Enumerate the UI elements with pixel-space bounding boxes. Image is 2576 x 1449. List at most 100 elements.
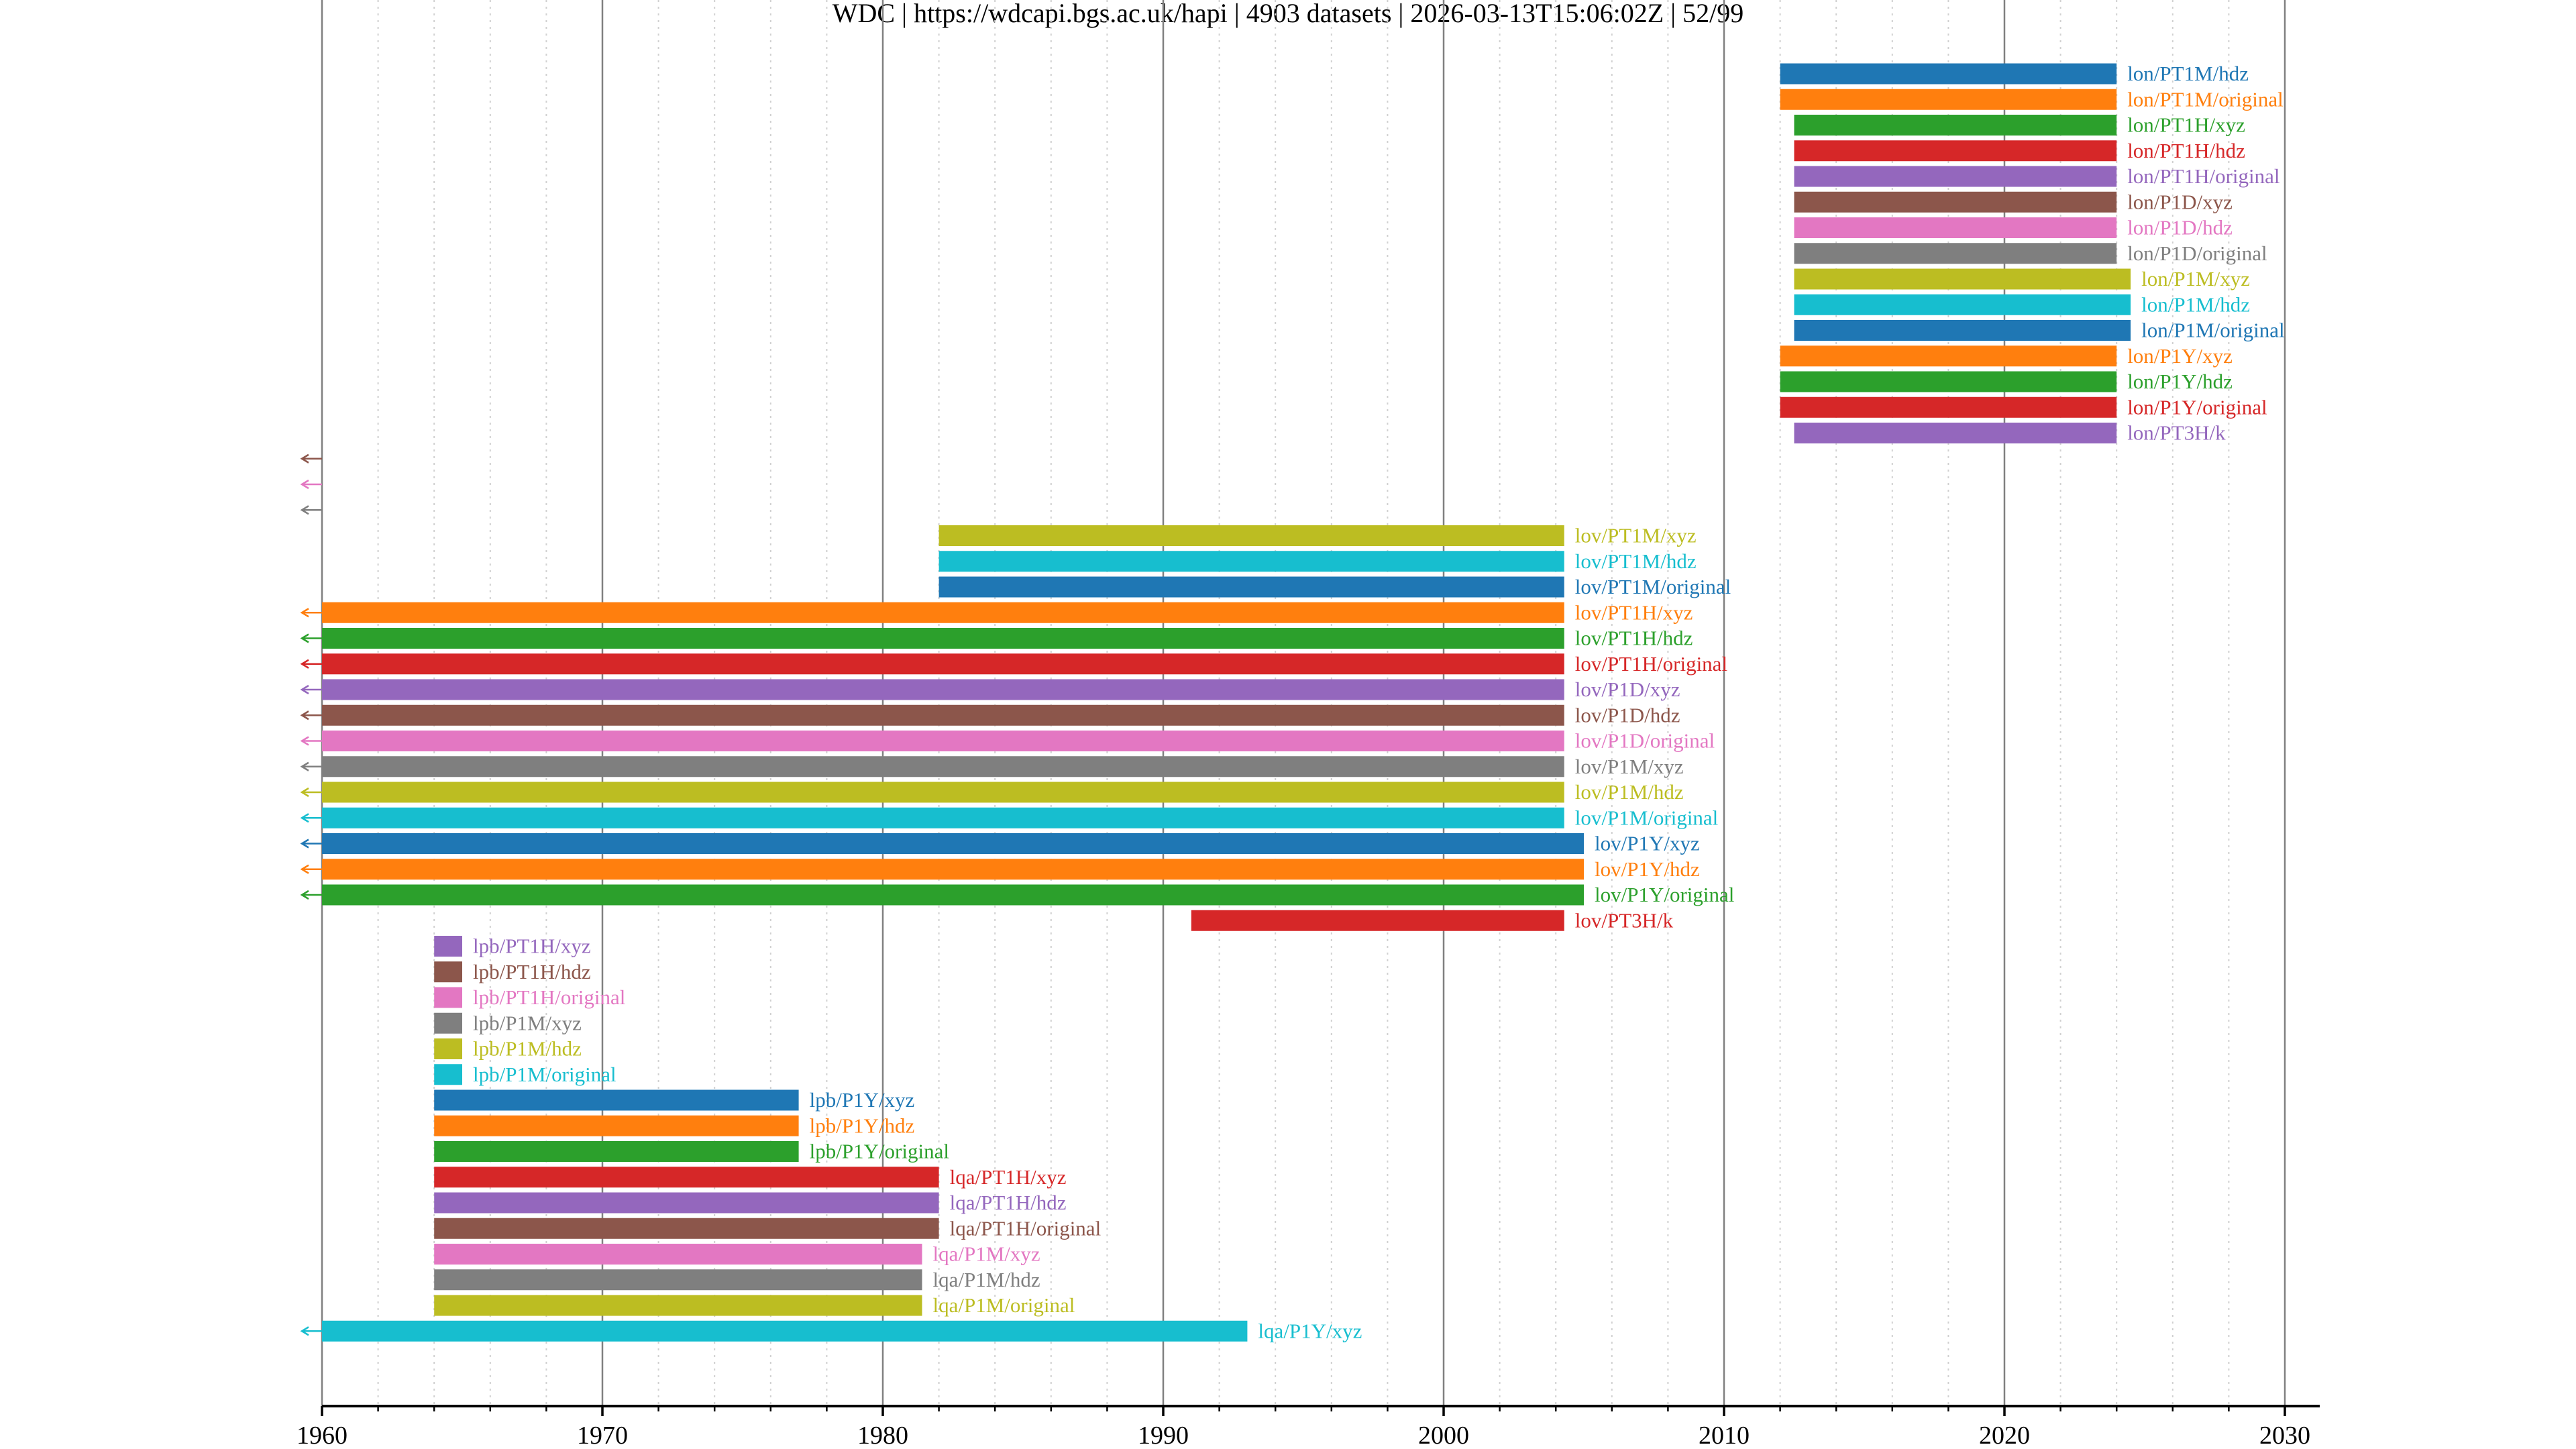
dataset-bar[interactable] bbox=[434, 1295, 922, 1316]
dataset-bar[interactable] bbox=[322, 756, 1564, 777]
dataset-bar[interactable] bbox=[434, 1012, 462, 1034]
dataset-bar[interactable] bbox=[322, 602, 1564, 623]
dataset-row: lov/P1D/xyz bbox=[300, 678, 1680, 701]
dataset-label: lqa/P1M/original bbox=[933, 1293, 1075, 1317]
dataset-row: lov/P1D/hdz bbox=[300, 703, 1680, 727]
dataset-label: lon/PT3H/k bbox=[2127, 421, 2226, 445]
dataset-bar[interactable] bbox=[434, 1269, 922, 1291]
dataset-bar[interactable] bbox=[434, 961, 462, 983]
dataset-bar[interactable] bbox=[1794, 140, 2117, 162]
left-arrow-head-icon bbox=[300, 736, 309, 746]
dataset-label: lov/P1D/xyz bbox=[1575, 678, 1680, 701]
left-arrow-head-icon bbox=[300, 787, 309, 798]
dataset-row: lov/P1Y/original bbox=[300, 883, 1734, 906]
left-arrow-head-icon bbox=[300, 633, 309, 643]
dataset-label: lon/PT1H/original bbox=[2127, 164, 2279, 188]
dataset-bar[interactable] bbox=[434, 1064, 462, 1085]
dataset-row: lqa/P1M/xyz bbox=[434, 1242, 1040, 1266]
x-tick-label: 2020 bbox=[1979, 1421, 2030, 1449]
dataset-bar[interactable] bbox=[1794, 268, 2131, 290]
dataset-bar[interactable] bbox=[322, 859, 1584, 880]
dataset-label: lov/PT3H/k bbox=[1575, 908, 1674, 932]
dataset-bar[interactable] bbox=[434, 987, 462, 1008]
dataset-bar[interactable] bbox=[322, 833, 1584, 854]
dataset-bar[interactable] bbox=[434, 1038, 462, 1059]
left-arrow-head-icon bbox=[300, 890, 309, 900]
grid-layer bbox=[321, 0, 2286, 1406]
dataset-bar[interactable] bbox=[322, 807, 1564, 828]
dataset-row: lpb/PT1H/original bbox=[434, 985, 625, 1009]
dataset-bar[interactable] bbox=[1794, 423, 2117, 443]
dataset-bar[interactable] bbox=[938, 551, 1564, 572]
dataset-bar[interactable] bbox=[1794, 294, 2131, 315]
dataset-bar[interactable] bbox=[1780, 371, 2117, 392]
dataset-row bbox=[300, 479, 322, 490]
left-arrow-head-icon bbox=[300, 864, 309, 874]
dataset-bar[interactable] bbox=[322, 628, 1564, 649]
dataset-bar[interactable] bbox=[322, 653, 1564, 675]
left-arrow-head-icon bbox=[300, 710, 309, 720]
dataset-bar[interactable] bbox=[1794, 115, 2117, 136]
dataset-row: lov/P1M/xyz bbox=[300, 755, 1684, 778]
left-arrow-head-icon bbox=[300, 608, 309, 618]
x-tick-label: 1970 bbox=[577, 1421, 628, 1449]
dataset-label: lqa/PT1H/xyz bbox=[950, 1165, 1067, 1189]
dataset-row: lqa/PT1H/original bbox=[434, 1216, 1101, 1240]
dataset-row: lov/PT3H/k bbox=[1191, 908, 1674, 932]
dataset-bar[interactable] bbox=[322, 1320, 1248, 1342]
dataset-bar[interactable] bbox=[1191, 910, 1564, 931]
dataset-row: lov/P1D/original bbox=[300, 729, 1715, 753]
dataset-row: lpb/P1M/xyz bbox=[434, 1011, 582, 1034]
dataset-bar[interactable] bbox=[434, 1244, 922, 1265]
dataset-row: lov/PT1H/xyz bbox=[300, 600, 1693, 624]
dataset-bar[interactable] bbox=[1794, 191, 2117, 213]
dataset-bar[interactable] bbox=[1780, 396, 2117, 418]
dataset-label: lqa/PT1H/original bbox=[950, 1216, 1102, 1240]
dataset-bar[interactable] bbox=[434, 1218, 939, 1239]
dataset-bar[interactable] bbox=[1794, 320, 2131, 341]
dataset-bar[interactable] bbox=[1780, 63, 2117, 85]
dataset-label: lpb/P1Y/xyz bbox=[810, 1088, 915, 1112]
dataset-bar[interactable] bbox=[1794, 243, 2117, 264]
dataset-row: lov/P1M/hdz bbox=[300, 780, 1684, 804]
dataset-row: lon/PT1H/original bbox=[1794, 164, 2280, 188]
dataset-row: lpb/P1Y/original bbox=[434, 1140, 949, 1163]
dataset-label: lon/P1Y/xyz bbox=[2127, 344, 2233, 368]
dataset-bar[interactable] bbox=[322, 704, 1564, 726]
dataset-row: lov/PT1H/original bbox=[300, 652, 1727, 676]
dataset-bar[interactable] bbox=[938, 525, 1564, 546]
dataset-bar[interactable] bbox=[322, 731, 1564, 751]
x-tick-label: 2010 bbox=[1699, 1421, 1750, 1449]
dataset-bar[interactable] bbox=[434, 1115, 799, 1136]
dataset-row: lon/P1D/original bbox=[1794, 241, 2267, 265]
dataset-bar[interactable] bbox=[434, 1167, 939, 1188]
dataset-label: lpb/P1M/original bbox=[473, 1063, 616, 1086]
dataset-bar[interactable] bbox=[434, 1141, 799, 1162]
dataset-label: lov/PT1M/hdz bbox=[1575, 549, 1697, 573]
left-arrow-head-icon bbox=[300, 839, 309, 849]
dataset-bar[interactable] bbox=[322, 679, 1564, 700]
dataset-label: lpb/P1Y/original bbox=[810, 1140, 949, 1163]
dataset-row: lon/PT1H/hdz bbox=[1794, 139, 2245, 162]
dataset-bar[interactable] bbox=[322, 884, 1584, 906]
dataset-row bbox=[300, 505, 322, 515]
dataset-label: lov/PT1H/original bbox=[1575, 652, 1727, 676]
dataset-bar[interactable] bbox=[1794, 217, 2117, 238]
left-arrow-head-icon bbox=[300, 813, 309, 823]
dataset-bar[interactable] bbox=[1794, 166, 2117, 187]
dataset-row: lpb/P1Y/hdz bbox=[434, 1114, 914, 1137]
dataset-row: lqa/P1M/hdz bbox=[434, 1268, 1040, 1291]
dataset-bar[interactable] bbox=[434, 936, 462, 957]
dataset-label: lon/P1D/hdz bbox=[2127, 216, 2233, 239]
dataset-row: lon/P1Y/hdz bbox=[1780, 370, 2233, 393]
dataset-bar[interactable] bbox=[434, 1192, 939, 1214]
dataset-row: lov/P1Y/hdz bbox=[300, 857, 1700, 881]
dataset-bar[interactable] bbox=[1780, 345, 2117, 367]
dataset-bar[interactable] bbox=[938, 576, 1564, 598]
dataset-label: lpb/P1M/xyz bbox=[473, 1011, 582, 1034]
dataset-bar[interactable] bbox=[434, 1089, 799, 1111]
dataset-bar[interactable] bbox=[322, 782, 1564, 803]
dataset-bar[interactable] bbox=[1780, 89, 2117, 110]
dataset-row: lpb/P1M/hdz bbox=[434, 1037, 582, 1061]
